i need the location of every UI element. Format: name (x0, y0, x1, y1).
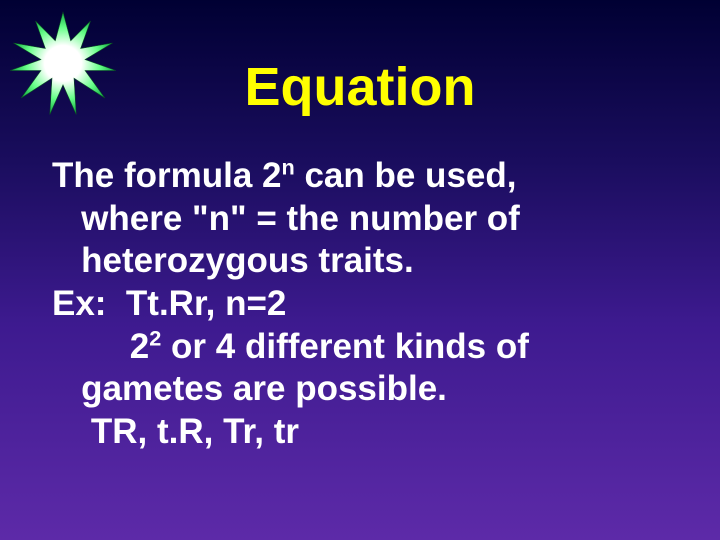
body-line-4: Ex: Tt.Rr, n=2 (52, 283, 680, 326)
text: can be used, (295, 156, 517, 195)
text: or 4 different kinds of (161, 327, 529, 366)
body-line-6: gametes are possible. (52, 368, 680, 411)
body-line-3: heterozygous traits. (52, 240, 680, 283)
superscript: 2 (149, 325, 161, 350)
text: 2 (52, 327, 149, 366)
body-line-2: where "n" = the number of (52, 198, 680, 241)
text: The formula 2 (52, 156, 281, 195)
body-line-1: The formula 2n can be used, (52, 155, 680, 198)
body-line-5: 22 or 4 different kinds of (52, 326, 680, 369)
slide-body: The formula 2n can be used, where "n" = … (52, 155, 680, 454)
body-line-7: TR, t.R, Tr, tr (52, 411, 680, 454)
superscript: n (281, 154, 294, 179)
slide-title: Equation (0, 56, 720, 118)
slide: Equation The formula 2n can be used, whe… (0, 0, 720, 540)
